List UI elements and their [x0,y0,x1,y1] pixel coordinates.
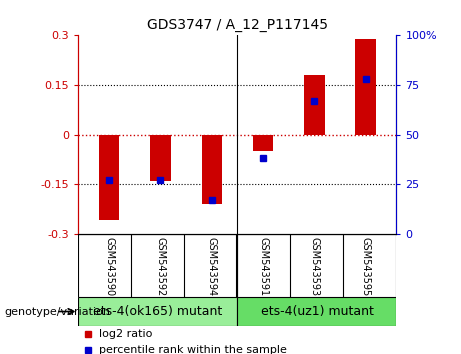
Text: GSM543591: GSM543591 [258,237,268,296]
Text: percentile rank within the sample: percentile rank within the sample [99,345,287,354]
Bar [253,135,273,151]
Text: genotype/variation: genotype/variation [5,307,111,316]
Text: ets-4(uz1) mutant: ets-4(uz1) mutant [260,305,373,318]
Bar [355,39,376,135]
Text: GSM543594: GSM543594 [207,237,217,296]
Title: GDS3747 / A_12_P117145: GDS3747 / A_12_P117145 [147,18,328,32]
Bar [304,75,325,135]
Text: log2 ratio: log2 ratio [99,329,153,339]
Bar [99,135,119,221]
Text: GSM543595: GSM543595 [361,237,371,296]
FancyBboxPatch shape [78,297,237,326]
Text: GSM543593: GSM543593 [309,237,319,296]
FancyBboxPatch shape [237,297,396,326]
Text: GSM543590: GSM543590 [104,237,114,296]
Bar [201,135,222,204]
Text: ets-4(ok165) mutant: ets-4(ok165) mutant [93,305,223,318]
Bar [150,135,171,181]
Text: GSM543592: GSM543592 [155,237,165,296]
